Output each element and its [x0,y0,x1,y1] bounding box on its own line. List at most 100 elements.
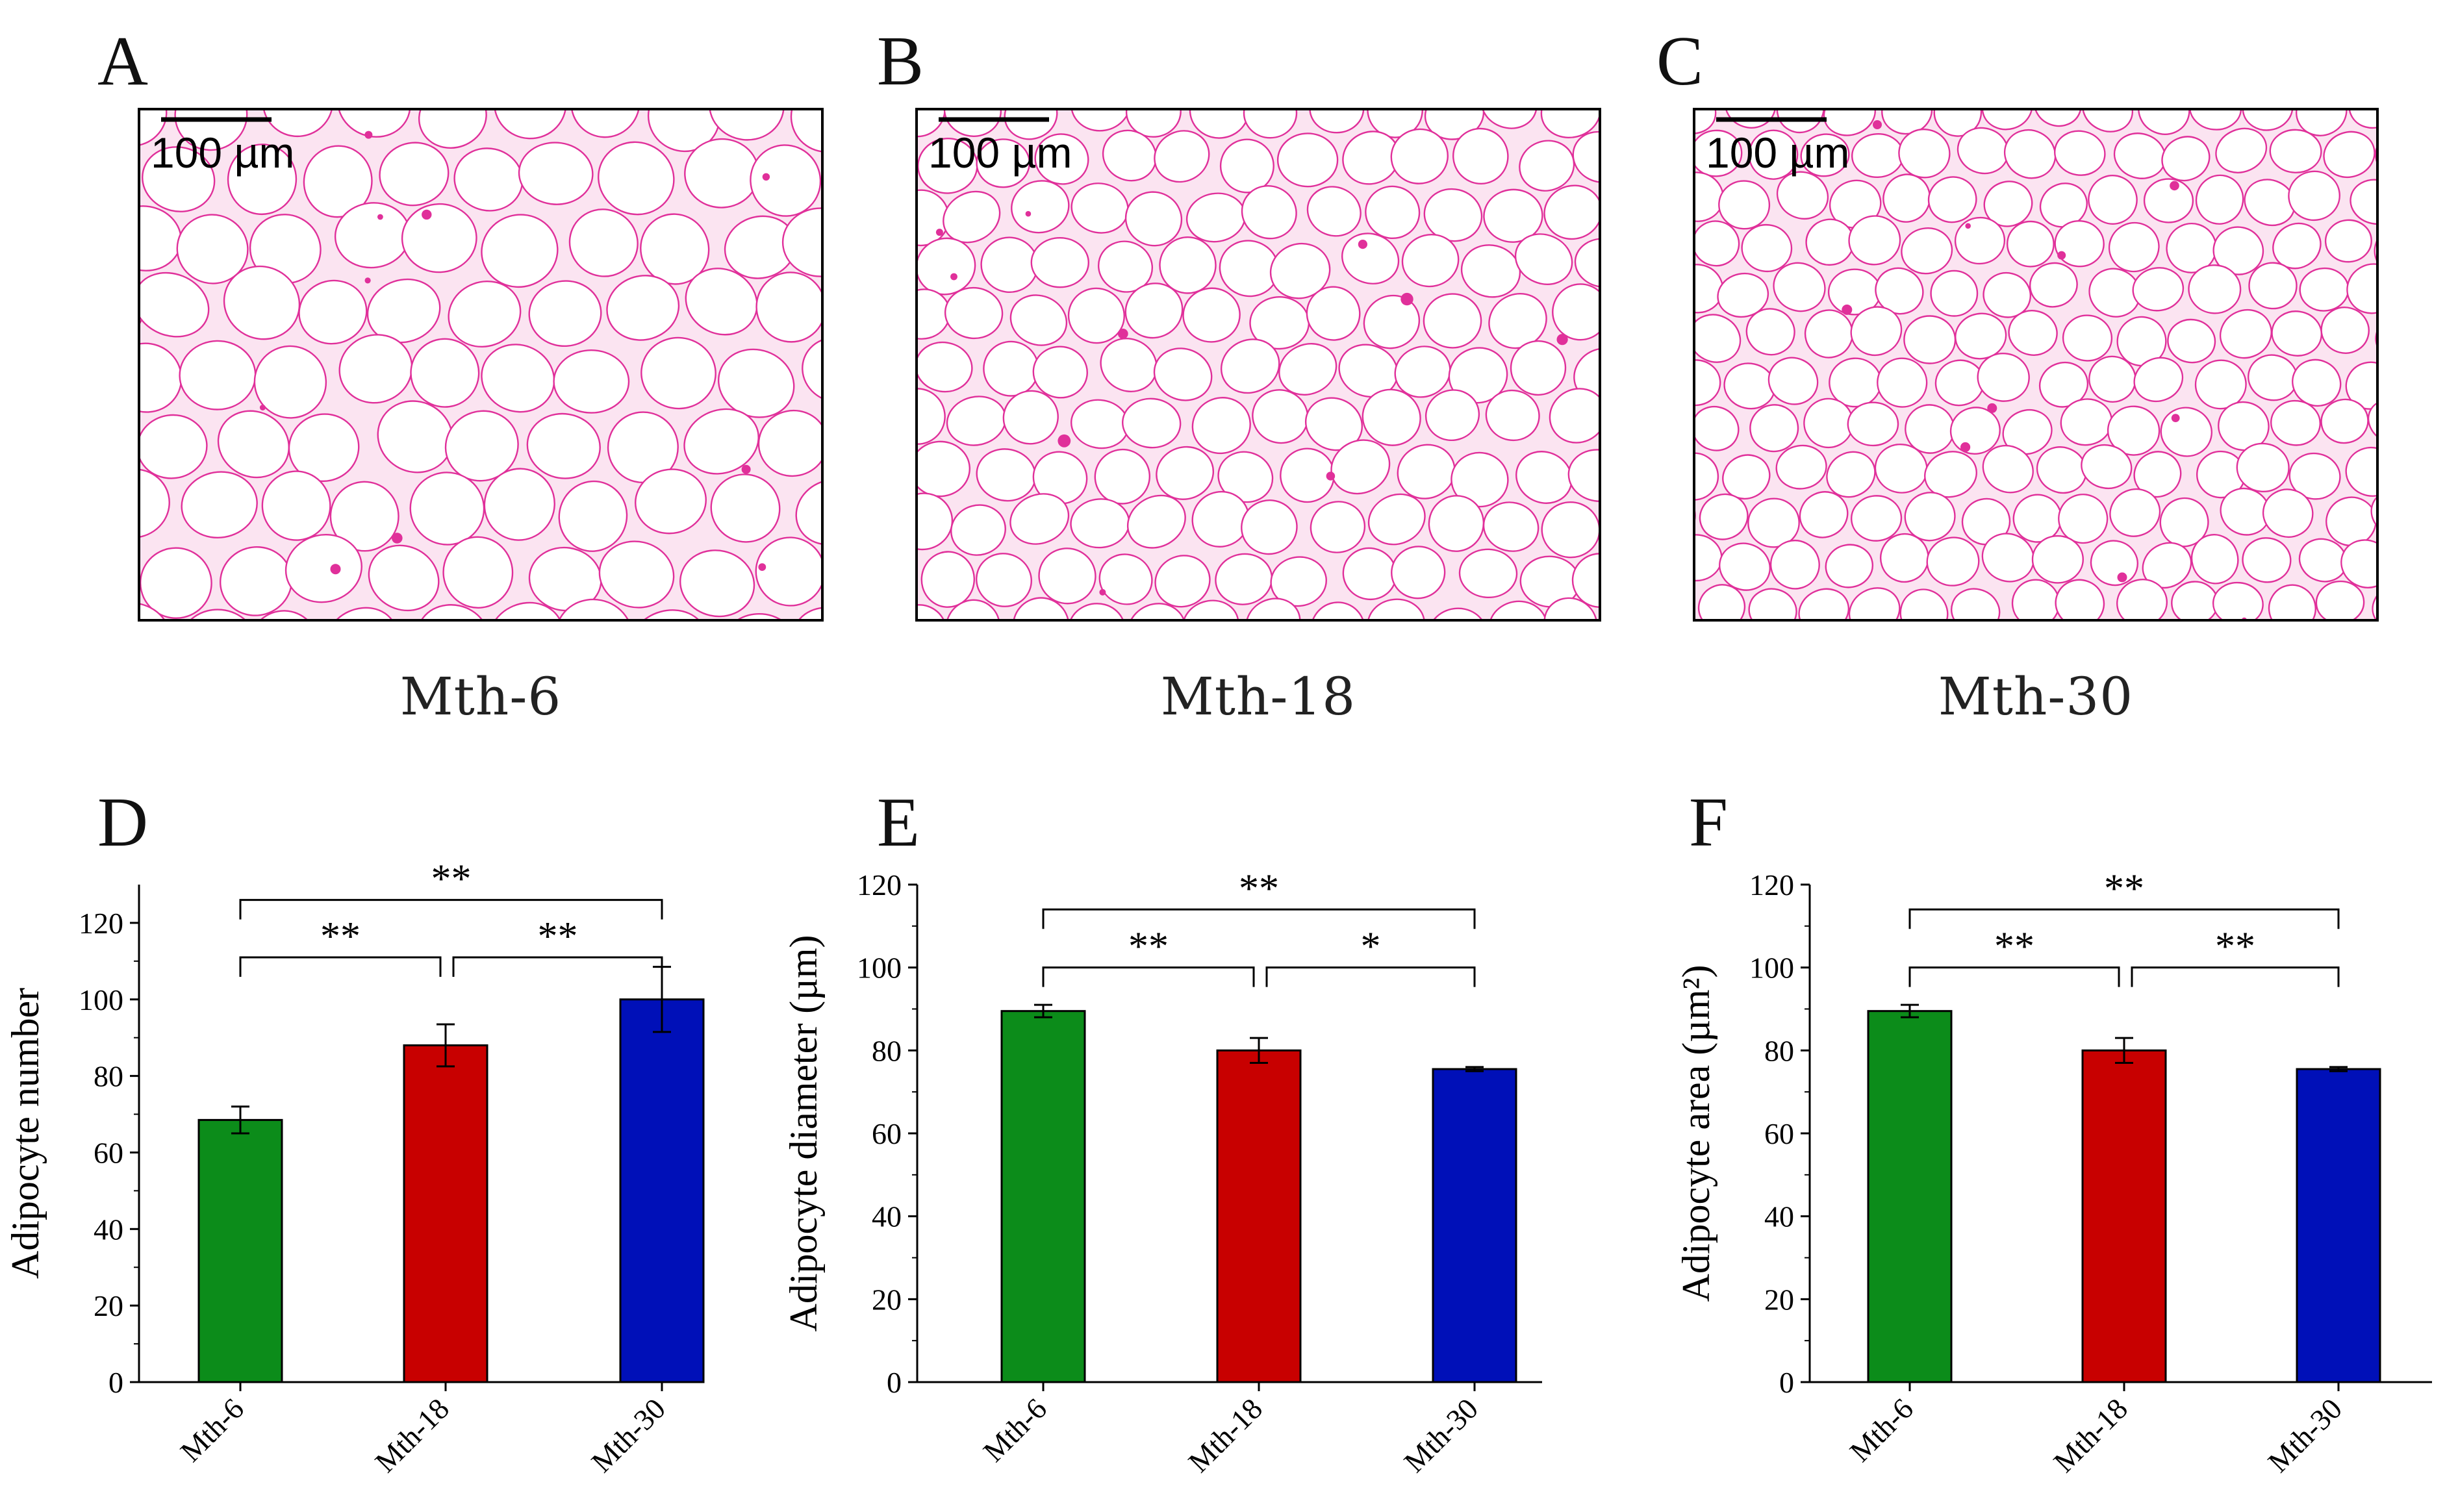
adipocyte-cell [1624,119,1698,192]
adipocyte-cell [1391,546,1446,599]
adipocyte-cell [410,338,480,408]
adipocyte-cell [179,609,258,620]
adipocyte-cell [1694,534,1723,582]
adipocyte-cell [336,109,411,138]
nucleus-stain [422,209,432,220]
adipocyte-cell [1595,594,1667,666]
adipocyte-cell [2031,535,2084,584]
adipocyte-cell [598,540,675,609]
adipocyte-cell [223,265,301,340]
adipocyte-cell [2194,359,2247,410]
adipocyte-cell [2133,357,2184,403]
bar [1216,1049,1302,1383]
adipocyte-cell [1425,389,1480,442]
adipocyte-cell [1632,648,1695,706]
micrograph-b [818,27,1701,718]
adipocyte-cell [1694,314,1742,363]
x-tick-label: Mth-30 [585,1392,672,1479]
adipocyte-cell [303,145,373,218]
adipocyte-cell [2309,672,2374,736]
adipocyte-cell [555,598,633,620]
adipocyte-cell [1030,236,1089,288]
chart-panel-e: E 0 20 40 60 80 100 120 Adipocyte diameter (µm)… [782,784,1542,1479]
adipocyte-cell [2242,109,2294,131]
nucleus-stain [1842,304,1853,315]
adipocyte-cell [174,109,248,151]
adipocyte-cell [917,341,973,393]
bar-chart-e: 0 20 40 60 80 100 120 Adipocyte diameter (µm) Mt… [782,866,1542,1479]
adipocyte-cell [568,208,639,277]
adipocyte-cell [526,412,601,479]
adipocyte-cell [262,109,334,138]
adipocyte-cell [2415,39,2458,99]
adipocyte-cell [1618,538,1677,594]
adipocyte-cell [855,233,915,288]
adipocyte-cell [2029,262,2078,308]
nucleus-stain [1965,223,1971,229]
adipocyte-cell [1567,449,1600,502]
adipocyte-cell [855,551,920,613]
adipocyte-cell [1593,390,1667,463]
adipocyte-cell [795,479,822,546]
adipocyte-cell [2288,170,2340,221]
adipocyte-cell [818,179,889,247]
adipocyte-cell [225,680,298,747]
adipocyte-cell [1603,490,1671,554]
adipocyte-cell [1607,444,1671,508]
adipocyte-cell [1270,556,1327,607]
adipocyte-cell [640,213,710,285]
adipocyte-cell [442,536,514,609]
adipocyte-cell [1269,242,1331,299]
adipocyte-cell [667,0,754,81]
panel-letter-b: B [877,23,924,100]
bar [1432,1068,1517,1383]
adipocyte-cell [1825,544,1873,588]
adipocyte-cell [2426,669,2458,725]
adipocyte-cell [1124,191,1183,247]
adipocyte-cell [1694,491,1696,541]
adipocyte-cell [1341,233,1400,284]
nucleus-stain [259,405,266,410]
adipocyte-cell [1514,233,1573,285]
adipocyte-cell [1386,644,1452,707]
adipocyte-cell [920,551,976,608]
bar [2296,1068,2381,1383]
adipocyte-cell [1612,261,1671,318]
y-tick-label: 100 [857,951,902,985]
adipocyte-cell [826,497,894,559]
adipocyte-cell [757,409,822,477]
adipocyte-cell [1718,180,1771,230]
adipocyte-cell [1241,499,1298,555]
adipocyte-cell [1603,86,1658,142]
adipocyte-cell [1397,27,1465,90]
adipocyte-cell [2109,488,2161,537]
adipocyte-cell [1748,588,1797,620]
adipocyte-cell [1482,501,1539,552]
adipocyte-cell [1769,540,1820,590]
adipocyte-cell [292,5,377,82]
adipocyte-cell [1634,339,1701,401]
adipocyte-cell [1952,42,2005,90]
adipocyte-cell [366,278,441,344]
adipocyte-cell [1850,306,1903,356]
adipocyte-cell [19,471,103,549]
adipocyte-cell [1012,597,1070,620]
adipocyte-cell [2395,178,2449,230]
adipocyte-cell [1742,33,1806,96]
significance-bracket [2131,966,2340,987]
adipocyte-cell [2270,399,2321,446]
nucleus-stain [2057,251,2066,260]
adipocyte-cell [2320,398,2369,444]
bar [197,1118,283,1383]
adipocyte-cell [917,340,920,396]
adipocyte-cell [1747,498,1800,548]
adipocyte-cell [1658,626,1723,690]
adipocyte-cell [1722,454,1771,500]
micrograph-a-border [138,108,824,622]
x-tick-label: Mth-18 [2047,1392,2134,1479]
y-tick-label: 120 [857,868,902,901]
adipocyte-cell [1543,597,1598,620]
adipocyte-cell [2171,581,2219,620]
significance-bracket [1908,966,2120,987]
adipocyte-cell [1446,652,1515,718]
